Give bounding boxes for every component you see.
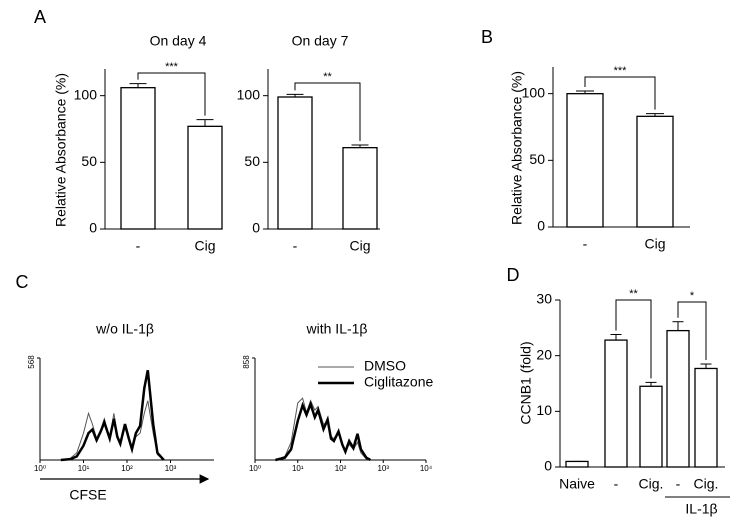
bar [636,115,674,228]
bar [566,93,604,228]
panel-letter: C [16,272,29,292]
significance-bracket [294,82,361,141]
significance-label: ** [629,288,638,300]
x-tick-label: Cig. [694,476,719,492]
x-tick-label: Cig [194,238,215,254]
chart-title: On day 4 [150,33,207,49]
chart-title: with IL-1β [306,321,368,337]
x-tick-label: 10⁰ [34,464,46,473]
group-label: IL-1β [685,501,717,517]
significance-bracket [137,72,206,116]
x-tick-label: - [293,238,298,254]
x-axis-label: CFSE [69,487,106,503]
panel-letter: D [507,265,520,285]
y-tick-label: 568 [27,355,36,369]
x-tick-label: - [583,236,588,252]
significance-bracket [677,301,707,361]
y-tick-label: 20 [536,346,552,362]
bar [277,96,313,230]
legend-label: DMSO [364,358,406,374]
bar [120,87,156,230]
histogram-line [60,369,165,462]
x-tick-label: 10¹ [292,464,304,473]
x-tick-label: 10² [121,464,133,473]
x-tick-label: - [676,476,681,492]
significance-label: *** [165,61,179,73]
significance-label: *** [614,65,628,77]
y-tick-label: 0 [537,218,545,234]
bar [639,385,663,468]
bar [694,367,718,468]
panel-letter: B [481,27,493,47]
x-tick-label: 10⁴ [420,464,433,473]
bar [187,125,223,230]
chart-title: On day 7 [292,33,349,49]
y-tick-label: 0 [544,458,552,474]
y-tick-label: 100 [237,86,261,102]
chart-title: w/o IL-1β [95,321,154,337]
x-tick-label: 10³ [377,464,389,473]
x-tick-label: Cig. [639,476,664,492]
bar [666,329,690,468]
y-tick-label: 858 [242,355,251,369]
x-tick-label: - [614,476,619,492]
significance-label: ** [323,71,332,83]
bar [565,460,589,468]
y-tick-label: 0 [252,220,260,236]
y-tick-label: 100 [522,84,546,100]
y-tick-label: 50 [529,151,545,167]
y-axis-label: CCNB1 (fold) [518,341,534,424]
bar [342,147,378,230]
histogram-line [275,400,372,462]
y-tick-label: 10 [536,402,552,418]
x-tick-label: Cig [349,238,370,254]
legend-label: Ciglitazone [364,374,433,390]
x-tick-label: 10³ [165,464,177,473]
x-tick-label: - [136,238,141,254]
x-tick-label: Naive [559,476,595,492]
y-tick-label: 0 [89,220,97,236]
x-tick-label: 10⁰ [249,464,261,473]
x-tick-label: Cig [644,236,665,252]
y-tick-label: 30 [536,291,552,307]
y-tick-label: 50 [81,153,97,169]
y-axis-label: Relative Absorbance (%) [53,73,69,227]
bar [604,339,628,468]
x-tick-label: 10¹ [78,464,90,473]
significance-bracket [615,299,652,379]
significance-label: * [690,290,695,302]
y-tick-label: 50 [244,153,260,169]
y-tick-label: 100 [74,86,98,102]
significance-bracket [584,76,656,110]
panel-letter: A [34,7,46,27]
y-axis-label: Relative Absorbance (%) [509,71,525,225]
x-tick-label: 10² [335,464,347,473]
